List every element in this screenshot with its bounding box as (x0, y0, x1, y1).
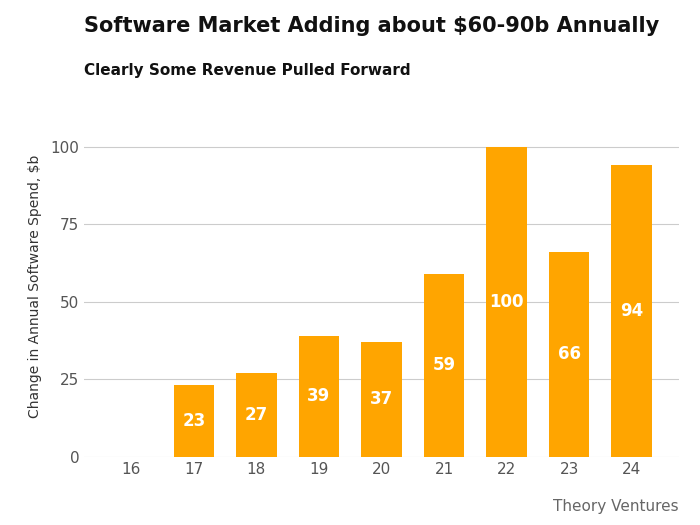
Bar (611, 165, 652, 457)
Bar (236, 373, 276, 457)
Text: 66: 66 (558, 345, 580, 363)
Text: 27: 27 (245, 406, 268, 424)
Text: 100: 100 (489, 292, 524, 311)
Y-axis label: Change in Annual Software Spend, $b: Change in Annual Software Spend, $b (28, 154, 42, 418)
Bar (174, 385, 214, 457)
Text: Theory Ventures: Theory Ventures (554, 499, 679, 514)
Text: 23: 23 (182, 412, 206, 430)
Text: 39: 39 (307, 387, 330, 405)
Bar (486, 146, 527, 457)
Text: Software Market Adding about $60-90b Annually: Software Market Adding about $60-90b Ann… (84, 16, 659, 36)
Bar (424, 274, 464, 457)
Bar (299, 336, 340, 457)
Text: 37: 37 (370, 391, 393, 408)
Text: 59: 59 (433, 356, 456, 374)
Bar (361, 342, 402, 457)
Text: Clearly Some Revenue Pulled Forward: Clearly Some Revenue Pulled Forward (84, 63, 411, 78)
Bar (549, 252, 589, 457)
Text: 94: 94 (620, 302, 643, 320)
